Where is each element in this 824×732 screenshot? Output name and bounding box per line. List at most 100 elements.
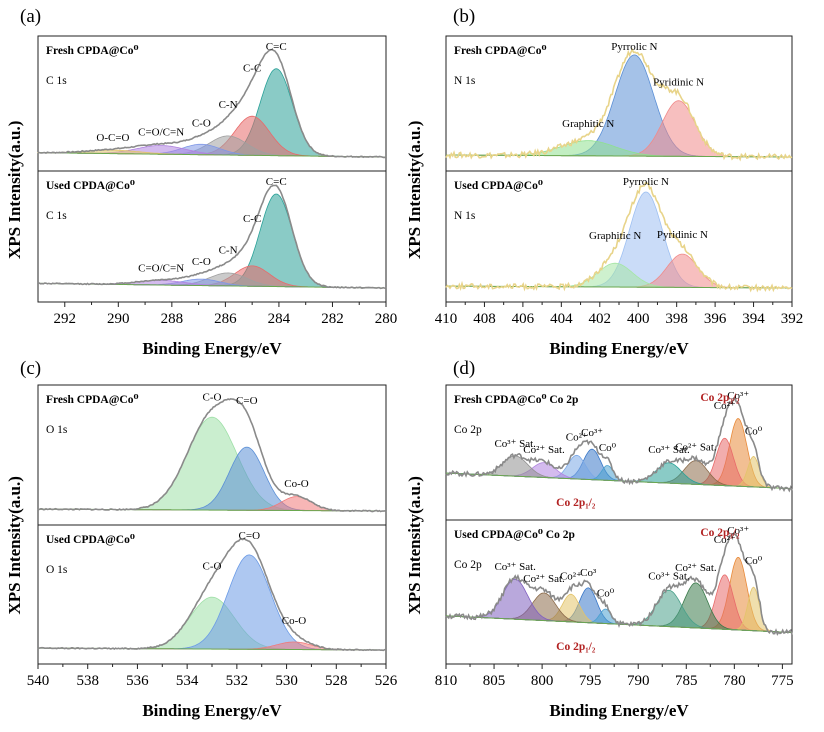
x-tick-label: 538 <box>76 673 99 689</box>
peak-label: C=C <box>266 41 287 53</box>
peak-label: Co³⁺ <box>581 427 603 439</box>
peak-label: Co⁰ <box>745 555 763 567</box>
peak-label: C=O <box>239 530 261 542</box>
subplot-region: C 1s <box>46 210 67 222</box>
peak-label: Co²⁺ <box>560 571 582 583</box>
subplot-fresh: Fresh CPDA@Co⁰ N 1s Pyrrolic N Pyridinic N G… <box>445 41 793 162</box>
subplot-region: N 1s <box>454 75 476 87</box>
panel-a: (a) XPS Intensity(a.u.) 292 290 288 286 284 282… <box>5 6 397 358</box>
x-tick-label: 790 <box>627 673 650 689</box>
peak-label: C-N <box>219 245 238 257</box>
y-axis-label: XPS Intensity(a.u.) <box>5 476 24 614</box>
peak-label: Co²⁺ <box>714 534 736 546</box>
peak-label: Pyridinic N <box>653 76 704 88</box>
peak-label: Co³ <box>580 567 597 579</box>
subplot-fresh: Fresh CPDA@Co⁰ C 1s C=C C-C C-N C-O C=O/C=N O-C… <box>37 41 387 159</box>
x-tick-label: 396 <box>704 311 727 327</box>
subplot-region: Co 2p <box>454 559 482 571</box>
peak-label: Co²⁺ <box>714 400 736 412</box>
peak-label: C-N <box>219 99 238 111</box>
subplot-region: O 1s <box>46 424 68 436</box>
peak-label: Co³⁺ Sat. <box>648 444 690 456</box>
peak-label: C-O <box>192 256 211 268</box>
peak-label: C=O <box>236 395 258 407</box>
y-axis-label: XPS Intensity(a.u.) <box>405 121 424 259</box>
x-tick-label: 800 <box>531 673 554 689</box>
x-tick-label: 280 <box>375 311 398 327</box>
peak-fill-0 <box>38 416 386 512</box>
subplot-used: Used CPDA@Co⁰ O 1s C-O C=O Co-O <box>37 530 386 652</box>
panel-label: (d) <box>453 358 475 379</box>
x-tick-label: 536 <box>126 673 149 689</box>
x-axis-label: Binding Energy/eV <box>142 339 282 358</box>
envelope-line <box>37 537 386 652</box>
peak-label: C=O/C=N <box>138 127 184 139</box>
x-tick-label: 392 <box>781 311 804 327</box>
peak-label: Co²⁺ <box>566 432 588 444</box>
x-tick-label: 288 <box>161 311 184 327</box>
subplot-region: C 1s <box>46 75 67 87</box>
peak-label: Pyrrolic N <box>611 41 657 53</box>
peak-label: Pyridinic N <box>657 229 708 241</box>
annotation-2p32: Co 2p₃/₂ <box>700 527 740 539</box>
y-axis-label: XPS Intensity(a.u.) <box>5 121 24 259</box>
peak-label: Co³⁺ Sat. <box>494 561 536 573</box>
peak-label: C=C <box>266 176 287 188</box>
peak-label: Graphitic N <box>562 118 614 130</box>
x-tick-label: 394 <box>742 311 765 327</box>
peak-label: C-O <box>203 560 222 572</box>
plot-frame <box>37 35 387 303</box>
peak-label: Co³⁺ <box>727 525 749 537</box>
panel-d: (d) XPS Intensity(a.u.) 810 805 800 795 790 785… <box>405 358 794 720</box>
x-tick-label: 528 <box>325 673 348 689</box>
subplot-fresh: Fresh CPDA@Co⁰ O 1s C-O C=O Co-O <box>37 392 387 513</box>
annotation-2p32: Co 2p₃/₂ <box>700 392 740 404</box>
panel-b: (b) XPS Intensity(a.u.) 410 408 406 404 402 400… <box>405 6 803 358</box>
subplot-title: Fresh CPDA@Co⁰ Co 2p <box>454 394 578 406</box>
x-tick-label: 785 <box>675 673 698 689</box>
y-axis-label: XPS Intensity(a.u.) <box>405 476 424 614</box>
envelope-line <box>445 533 793 636</box>
peak-label: Co⁰ <box>599 442 617 454</box>
x-tick-label: 795 <box>579 673 602 689</box>
subplot-title: Used CPDA@Co⁰ <box>454 180 543 192</box>
peak-label: Co-O <box>282 615 307 627</box>
envelope-line <box>445 181 793 293</box>
x-tick-label: 540 <box>27 673 50 689</box>
x-tick-label: 290 <box>107 311 130 327</box>
peak-label: Co-O <box>284 478 309 490</box>
peak-label: Co²⁺ Sat. <box>523 444 565 456</box>
x-tick-label: 284 <box>268 311 291 327</box>
subplot-title: Used CPDA@Co⁰ <box>46 534 135 546</box>
peak-label: Co²⁺ Sat. <box>675 441 717 453</box>
subplot-title: Fresh CPDA@Co⁰ <box>46 45 139 57</box>
peak-label: Co³⁺ Sat. <box>648 570 690 582</box>
x-tick-label: 532 <box>226 673 249 689</box>
peak-label: C-O <box>192 118 211 130</box>
envelope-line <box>37 48 387 159</box>
x-tick-label: 780 <box>723 673 746 689</box>
x-tick-label: 398 <box>665 311 688 327</box>
x-tick-label: 530 <box>275 673 298 689</box>
peak-label: O-C=O <box>96 132 129 144</box>
x-tick-label: 404 <box>550 311 573 327</box>
peak-label: Co⁰ <box>597 587 615 599</box>
peak-label: Co³⁺ Sat. <box>494 438 536 450</box>
panel-c: (c) XPS Intensity(a.u.) 540 538 536 534 532 530… <box>5 358 398 720</box>
subplot-title: Fresh CPDA@Co⁰ <box>454 45 547 57</box>
annotation-2p12: Co 2p₁/₂ <box>556 641 596 653</box>
peak-fill-0 <box>446 54 792 158</box>
x-tick-label: 805 <box>483 673 506 689</box>
x-tick-label: 526 <box>375 673 398 689</box>
envelope-line <box>445 396 793 493</box>
subplot-title: Fresh CPDA@Co⁰ <box>46 394 139 406</box>
subplot-used: Used CPDA@Co⁰ C 1s C=C C-C C-N C-O C=O/C=N <box>37 176 387 290</box>
x-tick-label: 400 <box>627 311 650 327</box>
peak-label: C-C <box>243 62 261 74</box>
x-tick-label: 410 <box>435 311 458 327</box>
peak-label: C-C <box>243 213 261 225</box>
subplot-region: O 1s <box>46 564 68 576</box>
x-tick-label: 406 <box>512 311 535 327</box>
